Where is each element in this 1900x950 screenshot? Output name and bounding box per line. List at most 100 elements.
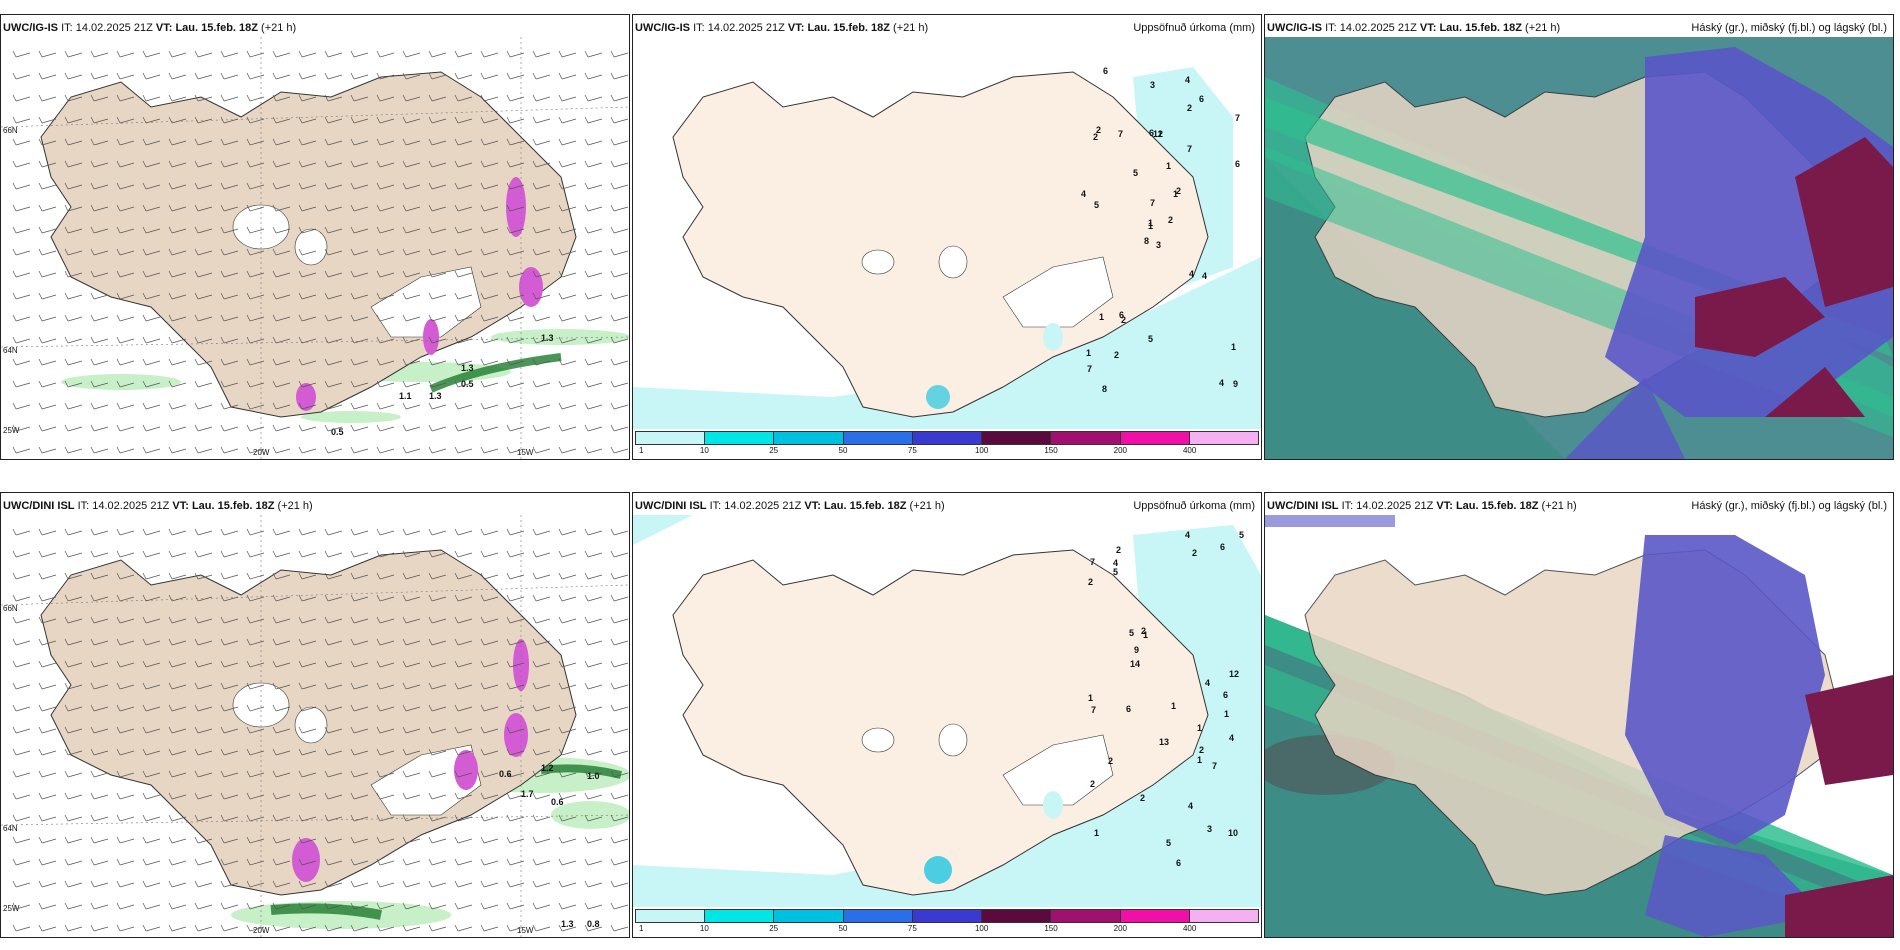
wind-barb-flag	[558, 704, 563, 712]
wind-barb-flag	[454, 94, 459, 102]
wind-barb-flag	[610, 550, 615, 558]
precip-value-label: 2	[1096, 125, 1101, 135]
wind-barb-flag	[194, 72, 199, 80]
wind-barb	[613, 74, 629, 80]
wind-barb	[41, 772, 57, 778]
wind-barb-flag	[12, 446, 17, 454]
wind-barb-flag	[558, 572, 563, 580]
wind-barb-flag	[298, 594, 303, 602]
wind-barb-flag	[532, 424, 537, 432]
wind-barb-flag	[324, 726, 329, 734]
wind-barb	[223, 772, 239, 778]
wind-barb	[509, 530, 525, 536]
wind-barb-flag	[324, 616, 329, 624]
wind-barb	[145, 816, 161, 822]
wind-barb	[405, 316, 421, 322]
wind-barb-flag	[350, 528, 355, 536]
wind-barb	[327, 684, 343, 690]
wind-barb-flag	[64, 594, 69, 602]
wind-barb-flag	[90, 270, 95, 278]
wind-barb	[613, 206, 629, 212]
wind-barb	[301, 294, 317, 300]
wind-barb	[431, 250, 447, 256]
wind-barb-flag	[584, 682, 589, 690]
wind-barb-flag	[584, 116, 589, 124]
wind-barb	[145, 838, 161, 844]
wind-barb-flag	[584, 814, 589, 822]
wind-barb	[483, 772, 499, 778]
wind-barb	[171, 882, 187, 888]
wind-barb-flag	[584, 226, 589, 234]
precip-value-label: 8	[1144, 236, 1149, 246]
wind-barb	[327, 184, 343, 190]
wind-barb-flag	[116, 160, 121, 168]
wind-barb	[379, 52, 395, 58]
wind-barb	[327, 794, 343, 800]
wind-barb-flag	[350, 572, 355, 580]
wind-barb-flag	[272, 204, 277, 212]
precip-value-label: 6	[1223, 690, 1228, 700]
wind-barb	[613, 640, 629, 646]
wind-barb	[353, 294, 369, 300]
colorbar-tick: 1	[639, 924, 644, 933]
wind-barb	[457, 772, 473, 778]
wind-barb	[561, 772, 577, 778]
wind-barb	[41, 184, 57, 190]
wind-barb-flag	[584, 182, 589, 190]
wind-barb	[93, 684, 109, 690]
wind-barb-flag	[558, 682, 563, 690]
wind-barb-flag	[194, 204, 199, 212]
wind-barb-flag	[480, 116, 485, 124]
wind-barb-flag	[90, 72, 95, 80]
wind-barb	[587, 118, 603, 124]
colorbar-cell	[1051, 432, 1121, 444]
wind-barb	[119, 882, 135, 888]
wind-barb-flag	[350, 138, 355, 146]
wind-barb-flag	[454, 550, 459, 558]
wind-barb	[379, 530, 395, 536]
wind-barb	[275, 530, 291, 536]
wind-barb-flag	[246, 748, 251, 756]
wind-barb-flag	[454, 836, 459, 844]
wind-barb	[431, 618, 447, 624]
wind-barb	[171, 272, 187, 278]
wind-barb	[483, 162, 499, 168]
wind-barb-flag	[402, 358, 407, 366]
wind-barb-flag	[38, 50, 43, 58]
wind-barb-flag	[428, 550, 433, 558]
wind-barb	[327, 618, 343, 624]
wind-barb-flag	[480, 204, 485, 212]
wind-barb	[561, 662, 577, 668]
wind-barb-flag	[558, 424, 563, 432]
wind-barb	[379, 140, 395, 146]
wind-barb-flag	[38, 380, 43, 388]
wind-speed-label: 1.1	[399, 391, 412, 401]
wind-speed-label: 1.3	[541, 333, 554, 343]
wind-barb-flag	[272, 726, 277, 734]
wind-barb	[431, 206, 447, 212]
wind-barb	[561, 794, 577, 800]
wind-barb	[509, 926, 525, 932]
wind-barb-flag	[428, 704, 433, 712]
wind-barb	[405, 228, 421, 234]
wind-barb	[15, 184, 31, 190]
wind-barb	[145, 860, 161, 866]
precip-value-label: 2	[1168, 215, 1173, 225]
wind-barb	[561, 272, 577, 278]
wind-barb	[327, 250, 343, 256]
wind-barb	[67, 904, 83, 910]
wind-barb-flag	[298, 226, 303, 234]
wind-barb-flag	[532, 638, 537, 646]
wind-barb-flag	[324, 748, 329, 756]
wind-barb-flag	[428, 924, 433, 932]
wind-barb	[535, 272, 551, 278]
wind-barb-flag	[454, 204, 459, 212]
wind-barb-flag	[38, 72, 43, 80]
wind-barb-flag	[168, 182, 173, 190]
wind-barb-flag	[90, 858, 95, 866]
wind-speed-label: 1.3	[561, 919, 574, 929]
wind-barb	[275, 316, 291, 322]
wind-barb	[275, 684, 291, 690]
wind-barb	[535, 618, 551, 624]
wind-barb	[223, 96, 239, 102]
